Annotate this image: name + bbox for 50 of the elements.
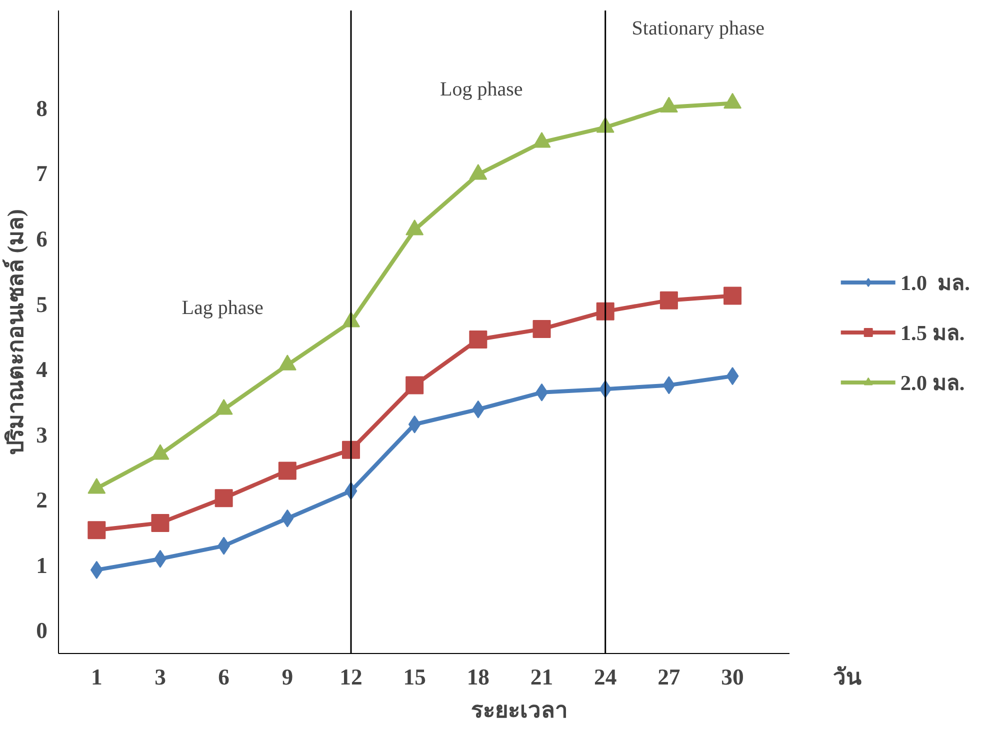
y-tick-label: 2 [36,488,48,513]
annotation: Stationary phase [632,17,765,40]
y-tick-label: 3 [36,422,48,448]
point [726,367,739,386]
x-tick-label: 18 [466,664,490,690]
x-tick-label: 27 [658,664,680,690]
x-tick-label: 15 [403,664,426,690]
x-tick-label: 3 [154,664,166,690]
point [660,96,678,113]
point [214,489,233,508]
point [90,560,103,579]
point [662,376,676,394]
y-tick-label: 8 [36,96,48,121]
x-tick-label: 9 [282,664,294,690]
annotation: Log phase [440,78,523,101]
point [660,291,678,310]
point [406,376,424,394]
x-tick-label: 24 [594,664,617,690]
text: วัน [832,664,862,690]
legend-label: 2.0 มล. [900,370,965,396]
y-tick-label: 0 [36,618,48,644]
point [532,132,551,148]
point [88,521,106,540]
legend-label: 1.5 มล. [900,320,965,346]
point [342,440,360,459]
x-tick-label: 1 [90,664,102,690]
point [278,462,296,480]
point [281,509,294,528]
point [469,164,488,180]
point [596,302,614,320]
annotation: Lag phase [182,297,264,320]
point [532,320,551,338]
x-tick-label: 21 [530,664,554,690]
y-axis-title: ปริมาณตะกอนเซลล์ (มล) [2,209,28,455]
x-axis-title: ระยะเวลา [471,698,568,722]
point [724,92,742,109]
point [151,514,170,532]
x-tick-label: 30 [721,664,744,690]
x-tick-label: 6 [218,664,230,690]
point [724,286,742,305]
y-tick-label: 7 [36,161,48,186]
y-tick-label: 5 [36,292,48,317]
x-tick-label: 12 [340,664,362,690]
point [469,330,488,349]
legend-label: 1.0 มล. [900,270,970,296]
y-tick-label: 4 [36,357,48,382]
point [406,220,424,236]
y-tick-label: 1 [36,552,48,578]
point [408,415,421,434]
y-tick-label: 6 [36,226,48,252]
